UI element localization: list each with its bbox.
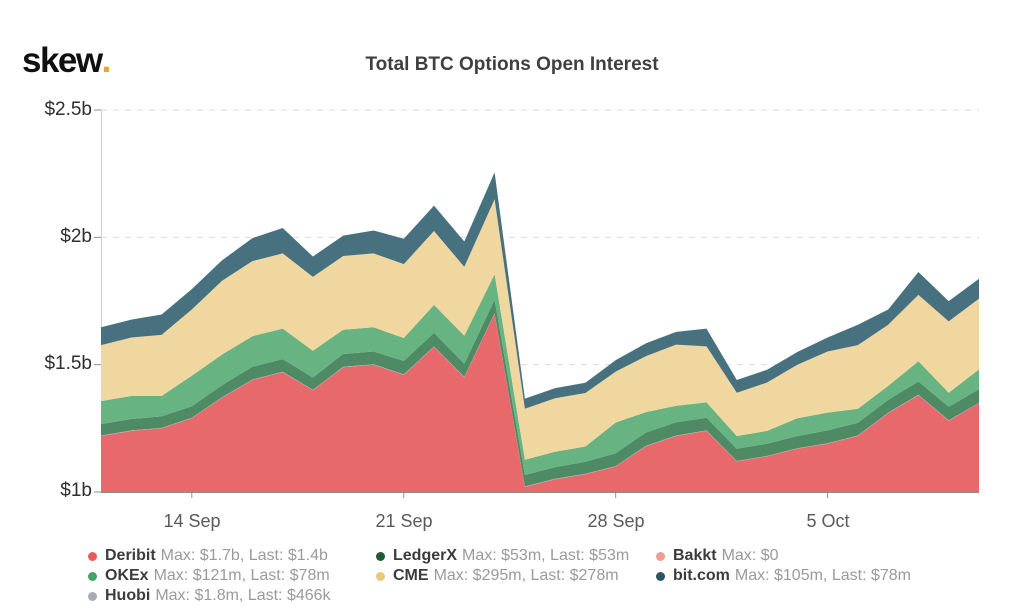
legend-item-cme[interactable]: CME Max: $295m, Last: $278m (376, 566, 629, 586)
area-Deribit (101, 313, 979, 492)
legend-series-name: OKEx (105, 567, 149, 584)
legend-item-ledgerx[interactable]: LedgerX Max: $53m, Last: $53m (376, 546, 629, 566)
legend-dot (656, 571, 665, 581)
legend-item-deribit[interactable]: Deribit Max: $1.7b, Last: $1.4b (88, 546, 331, 566)
legend-dot (376, 571, 385, 581)
skew-logo: skew. (22, 42, 111, 80)
legend-dot (88, 571, 97, 581)
axis-layer (94, 109, 979, 498)
legend-series-name: CME (393, 567, 429, 584)
legend-column-1: Deribit Max: $1.7b, Last: $1.4b OKEx Max… (88, 546, 331, 606)
legend-series-stats: Max: $1.7b, Last: $1.4b (160, 547, 328, 564)
y-axis-label: $1.5b (44, 353, 92, 374)
legend-series-stats: Max: $53m, Last: $53m (462, 547, 630, 564)
y-axis-label: $1b (60, 480, 92, 501)
chart-legend: Deribit Max: $1.7b, Last: $1.4b OKEx Max… (0, 546, 1024, 610)
skew-logo-dot: . (101, 41, 112, 80)
x-axis-label: 14 Sep (163, 511, 221, 531)
legend-series-stats: Max: $105m, Last: $78m (734, 567, 911, 584)
legend-item-huobi[interactable]: Huobi Max: $1.8m, Last: $466k (88, 586, 331, 606)
area-layer (101, 172, 979, 492)
legend-series-name: Huobi (105, 587, 151, 604)
x-axis-label: 5 Oct (806, 511, 850, 531)
x-axis-label: 28 Sep (587, 511, 645, 531)
legend-item-bakkt[interactable]: Bakkt Max: $0 (656, 546, 911, 566)
legend-series-name: Bakkt (673, 547, 717, 564)
area-CME (101, 199, 979, 460)
legend-column-2: LedgerX Max: $53m, Last: $53m CME Max: $… (376, 546, 629, 586)
legend-column-3: Bakkt Max: $0 bit.com Max: $105m, Last: … (656, 546, 911, 586)
legend-series-name: bit.com (673, 567, 730, 584)
x-axis-label: 21 Sep (375, 511, 433, 531)
legend-series-name: Deribit (105, 547, 156, 564)
skew-logo-text: skew (22, 41, 103, 80)
legend-dot (376, 551, 385, 561)
legend-series-stats: Max: $1.8m, Last: $466k (155, 587, 331, 604)
y-axis-label: $2.5b (44, 99, 92, 120)
y-axis-label: $2b (60, 226, 92, 247)
legend-series-stats: Max: $0 (721, 547, 779, 564)
legend-series-name: LedgerX (393, 547, 458, 564)
legend-dot (88, 591, 97, 601)
legend-dot (656, 551, 665, 561)
legend-item-bitcom[interactable]: bit.com Max: $105m, Last: $78m (656, 566, 911, 586)
legend-dot (88, 551, 97, 561)
legend-series-stats: Max: $295m, Last: $278m (433, 567, 619, 584)
legend-series-stats: Max: $121m, Last: $78m (153, 567, 330, 584)
legend-item-okex[interactable]: OKEx Max: $121m, Last: $78m (88, 566, 331, 586)
chart-title: Total BTC Options Open Interest (365, 54, 659, 75)
